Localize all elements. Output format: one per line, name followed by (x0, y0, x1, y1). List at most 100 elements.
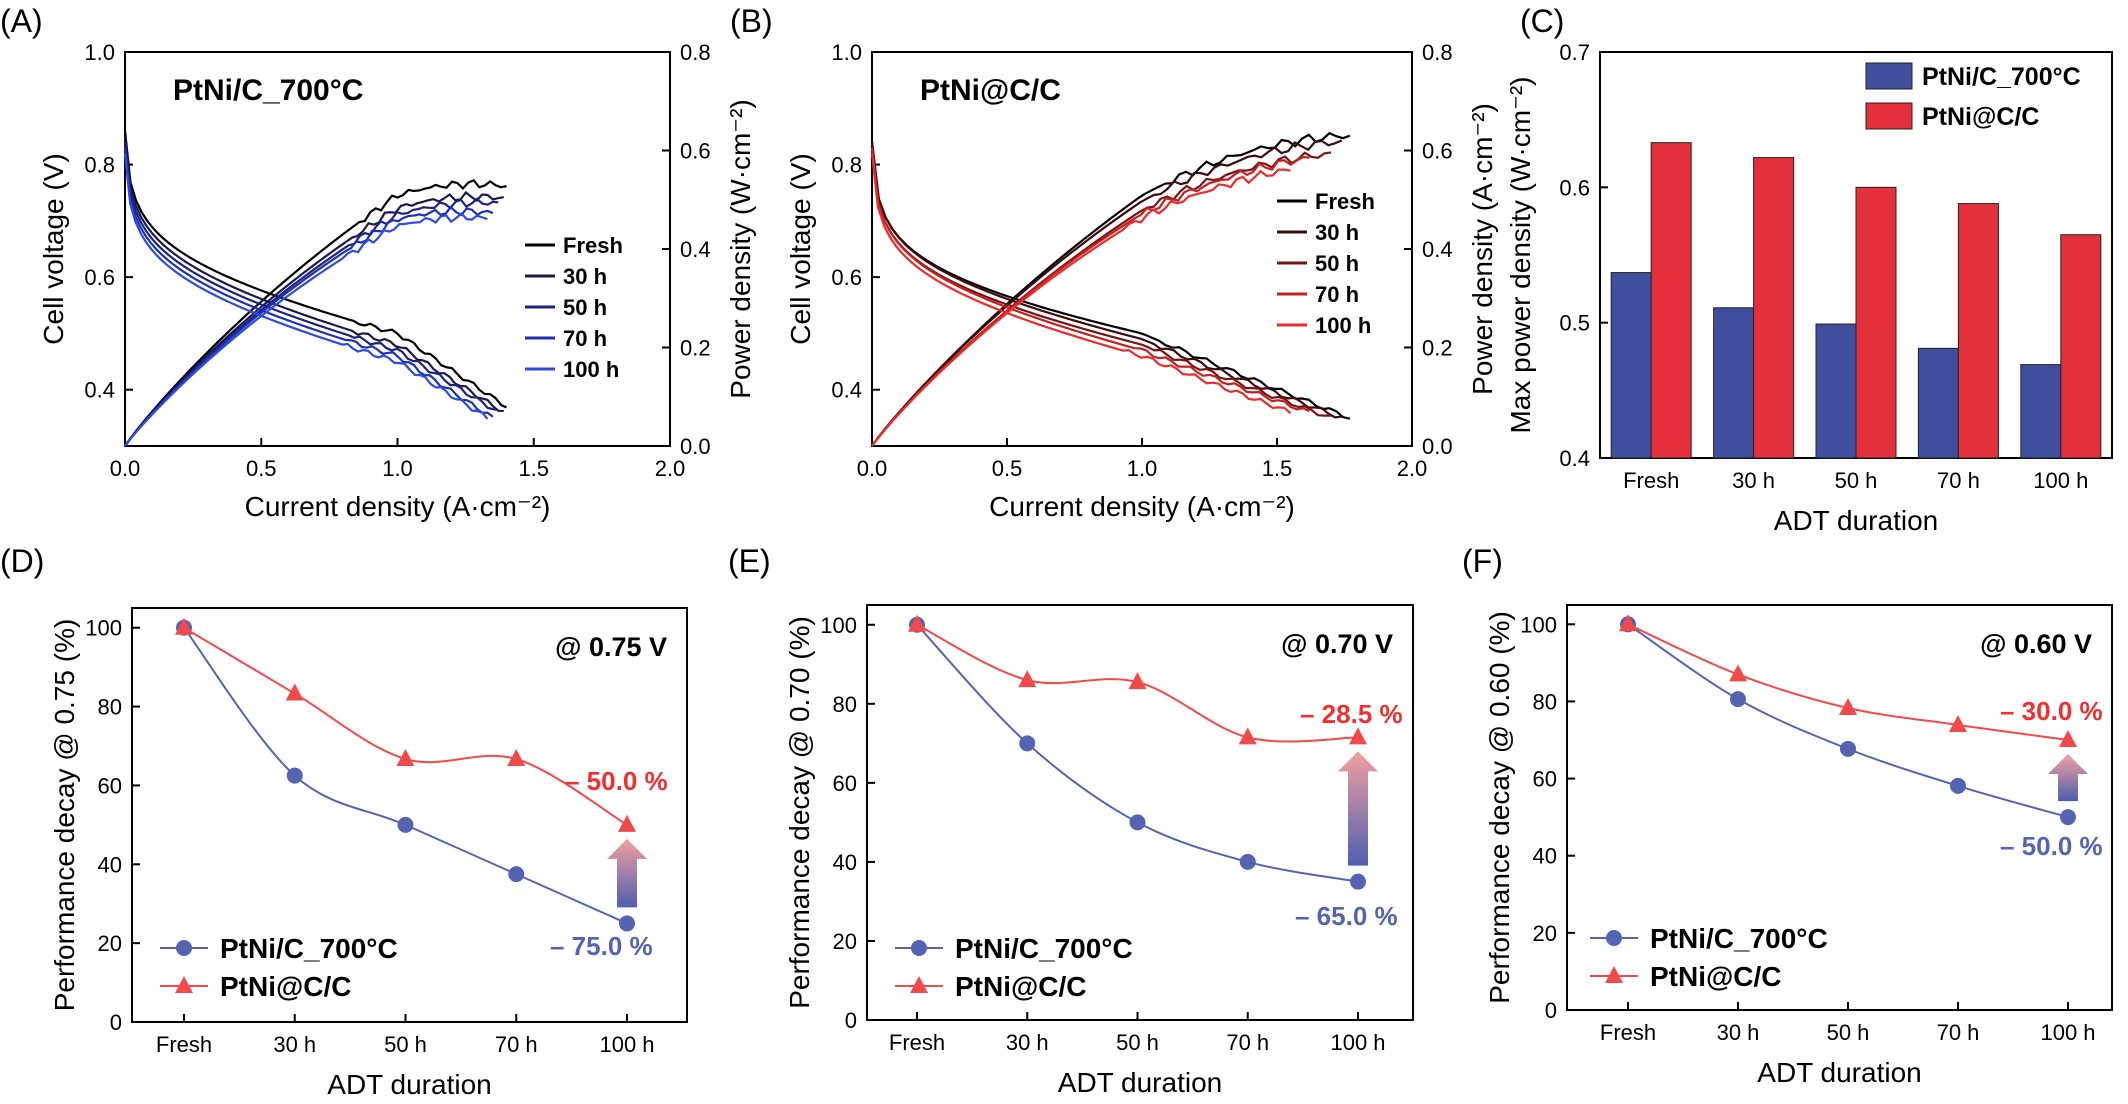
y-tick-label: 60 (98, 773, 122, 798)
y-tick-label: 100 (85, 616, 122, 641)
y-tick-label: 1.0 (831, 40, 862, 65)
data-point-triangle (1839, 697, 1857, 715)
panel-label: (E) (728, 543, 771, 579)
bar-ptni-c (1917, 347, 1959, 459)
x-tick-label: 1.0 (382, 456, 413, 481)
voltage-label: @ 0.75 V (555, 632, 667, 662)
data-point-triangle (908, 614, 926, 632)
y-right-tick-label: 0.0 (680, 434, 711, 459)
bar-ptni-at-c (2060, 234, 2102, 459)
x-tick-label: 50 h (1835, 468, 1878, 493)
voltage-curve-100h (870, 153, 1292, 415)
x-axis-title: ADT duration (1058, 1067, 1222, 1098)
voltage-curve-30h (123, 136, 504, 413)
panel-label: (B) (730, 3, 773, 39)
y-tick-label: 0.8 (84, 153, 115, 178)
bar-ptni-at-c (1650, 142, 1692, 459)
x-tick-label: 100 h (2040, 1020, 2095, 1045)
y-right-axis-title: Power density (W·cm⁻²) (725, 99, 756, 398)
y-right-axis-title: Power density (A·cm⁻²) (1467, 103, 1498, 395)
legend-label: PtNi/C_700°C (220, 933, 398, 964)
y-tick-label: 20 (833, 929, 857, 954)
data-point-triangle (1619, 614, 1637, 632)
legend-marker (911, 940, 927, 956)
x-tick-label: Fresh (889, 1030, 945, 1055)
y-tick-label: 0.5 (1559, 311, 1590, 336)
bar-ptni-at-c (1957, 203, 1999, 459)
legend-label: 50 h (1315, 251, 1359, 276)
y-tick-label: 100 (820, 613, 857, 638)
x-tick-label: 100 h (2033, 468, 2088, 493)
y-tick-label: 0.7 (1559, 40, 1590, 65)
x-axis-title: ADT duration (1774, 505, 1938, 536)
data-point-triangle (175, 617, 193, 635)
y-axis-title: Cell voltage (V) (785, 153, 816, 344)
decay-annotation-blue: – 50.0 % (2000, 831, 2103, 861)
y-tick-label: 0.4 (1559, 446, 1590, 471)
power-curve-100h (871, 168, 1291, 447)
bar-ptni-at-c (1855, 186, 1897, 459)
data-point-triangle (1128, 672, 1147, 690)
x-tick-label: 0.5 (246, 456, 277, 481)
y-right-tick-label: 0.8 (1422, 40, 1453, 65)
x-tick-label: 50 h (384, 1032, 427, 1057)
x-tick-label: 100 h (599, 1032, 654, 1057)
x-tick-label: 2.0 (655, 456, 686, 481)
x-tick-label: 30 h (1717, 1020, 1760, 1045)
plot-frame (1566, 604, 2113, 1011)
legend-marker (176, 940, 192, 956)
panel-title: PtNi/C_700°C (173, 74, 363, 107)
y-tick-label: 20 (1533, 921, 1557, 946)
x-axis-title: ADT duration (1757, 1057, 1921, 1088)
data-point-triangle (2059, 730, 2077, 747)
data-point-circle (619, 915, 635, 932)
legend-swatch (1865, 102, 1913, 130)
y-tick-label: 80 (98, 695, 122, 720)
legend-marker (175, 976, 193, 993)
voltage-curve-50h (870, 147, 1332, 417)
power-curve-30h (124, 190, 504, 447)
data-point-triangle (618, 814, 636, 832)
y-tick-label: 60 (833, 771, 857, 796)
data-point-circle (1950, 777, 1966, 794)
y-tick-label: 40 (98, 852, 122, 877)
bar-ptni-c (1610, 272, 1652, 459)
y-right-tick-label: 0.2 (680, 336, 711, 361)
legend-swatch (1865, 62, 1913, 90)
y-axis-title: Cell voltage (V) (38, 153, 69, 344)
panel-F: (F) 0 20 40 60 80 100 Fresh 30 h 50 h 70 h 100 h ADT… (1462, 543, 2113, 1088)
y-right-tick-label: 0.2 (1422, 336, 1453, 361)
decay-annotation-blue: – 65.0 % (1295, 901, 1398, 931)
x-tick-label: 30 h (1732, 468, 1775, 493)
voltage-curve-100h (123, 153, 489, 420)
power-curve-70h (124, 205, 494, 447)
data-point-triangle (1018, 670, 1037, 688)
decay-annotation-blue: – 75.0 % (550, 931, 653, 961)
y-tick-label: 0 (1545, 998, 1557, 1023)
improvement-arrow (1338, 751, 1378, 866)
x-tick-label: 100 h (1330, 1030, 1385, 1055)
data-point-circle (397, 816, 414, 833)
panel-B: (B) 0.0 0.5 1.0 1.5 2.0 0.4 0.6 0.8 1.0 0.0 0.2 0.4 0… (730, 3, 1498, 522)
x-tick-label: Fresh (1600, 1020, 1656, 1045)
data-point-circle (286, 767, 303, 784)
x-tick-label: Fresh (156, 1032, 212, 1057)
x-tick-label: 50 h (1827, 1020, 1870, 1045)
power-curve-30h (871, 139, 1343, 447)
data-point-triangle (285, 683, 304, 701)
legend-label: PtNi/C_700°C (955, 933, 1133, 964)
y-tick-label: 40 (1533, 844, 1557, 869)
bar-ptni-at-c (1753, 157, 1795, 459)
legend-label: 70 h (563, 326, 607, 351)
voltage-label: @ 0.60 V (1980, 629, 2092, 659)
legend-label: Fresh (563, 233, 623, 258)
plot-frame (131, 607, 688, 1023)
voltage-curve-70h (123, 147, 494, 418)
data-point-triangle (1238, 727, 1257, 745)
legend-label: PtNi/C_700°C (1922, 63, 2081, 91)
legend-label: 50 h (563, 295, 607, 320)
y-tick-label: 100 (1520, 612, 1557, 637)
panel-title: PtNi@C/C (920, 74, 1061, 107)
legend-marker (910, 976, 928, 993)
